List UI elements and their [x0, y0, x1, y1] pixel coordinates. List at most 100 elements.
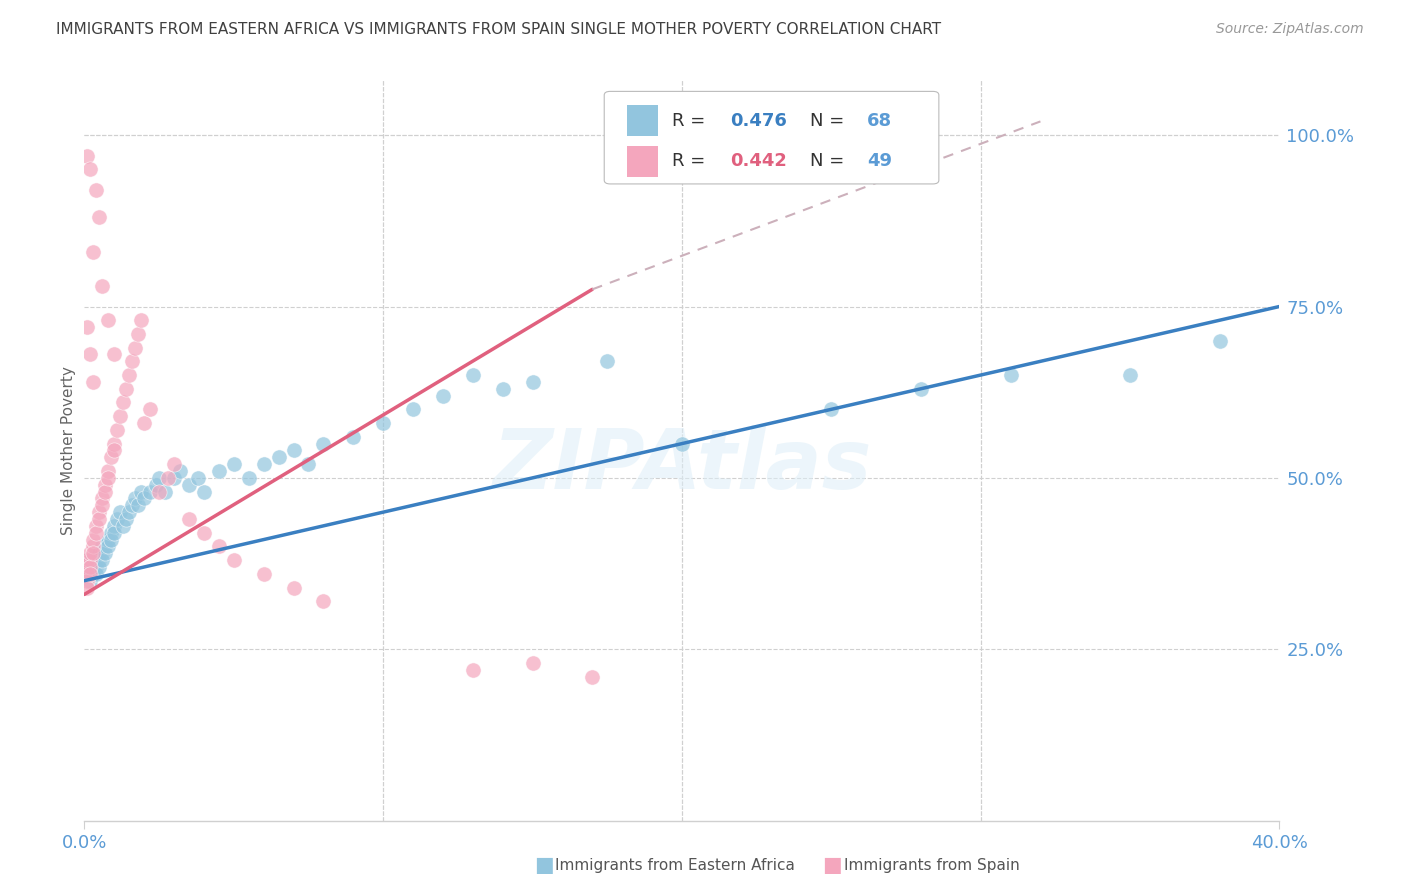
Point	[121, 498, 143, 512]
Point	[82, 560, 104, 574]
Text: Immigrants from Spain: Immigrants from Spain	[844, 858, 1019, 872]
Text: ■: ■	[534, 855, 554, 875]
Point	[76, 566, 98, 581]
Point	[97, 313, 120, 327]
Point	[76, 574, 98, 588]
Point	[103, 443, 125, 458]
Point	[596, 354, 619, 368]
Point	[297, 457, 319, 471]
Point	[82, 533, 104, 547]
Point	[86, 183, 108, 197]
Point	[100, 525, 122, 540]
Point	[100, 533, 122, 547]
Point	[127, 498, 149, 512]
Point	[91, 498, 114, 512]
Point	[94, 477, 117, 491]
Point	[132, 491, 156, 506]
Point	[163, 471, 186, 485]
Point	[91, 546, 114, 560]
Point	[86, 560, 108, 574]
Point	[103, 436, 125, 450]
Point	[139, 484, 162, 499]
Point	[1000, 368, 1022, 382]
Point	[100, 450, 122, 465]
Point	[79, 546, 101, 560]
Point	[91, 279, 114, 293]
Point	[97, 464, 120, 478]
Point	[208, 540, 231, 554]
Point	[129, 313, 152, 327]
Point	[82, 553, 104, 567]
Point	[157, 471, 180, 485]
Point	[91, 491, 114, 506]
Point	[145, 477, 167, 491]
Point	[127, 326, 149, 341]
Point	[103, 525, 125, 540]
Text: Immigrants from Eastern Africa: Immigrants from Eastern Africa	[555, 858, 796, 872]
Point	[461, 663, 484, 677]
Point	[76, 560, 98, 574]
Point	[82, 540, 104, 554]
Point	[89, 553, 111, 567]
Text: 49: 49	[868, 153, 893, 170]
Point	[522, 375, 544, 389]
Point	[222, 553, 245, 567]
Point	[193, 484, 215, 499]
Point	[103, 347, 125, 361]
Text: ■: ■	[823, 855, 842, 875]
Point	[91, 540, 114, 554]
Point	[82, 375, 104, 389]
Point	[110, 505, 132, 519]
Point	[91, 553, 114, 567]
Point	[163, 457, 186, 471]
Point	[97, 533, 120, 547]
Point	[76, 566, 98, 581]
Point	[187, 471, 209, 485]
Point	[492, 382, 515, 396]
Point	[581, 670, 603, 684]
Point	[253, 566, 276, 581]
Point	[177, 477, 200, 491]
Point	[86, 546, 108, 560]
Point	[79, 566, 101, 581]
Point	[124, 491, 146, 506]
Point	[118, 505, 141, 519]
Point	[86, 519, 108, 533]
Point	[139, 402, 162, 417]
Point	[153, 484, 176, 499]
Point	[89, 560, 111, 574]
Point	[79, 162, 101, 177]
Point	[79, 347, 101, 361]
Text: N =: N =	[810, 153, 849, 170]
Point	[76, 581, 98, 595]
Point	[76, 560, 98, 574]
Point	[89, 211, 111, 225]
Point	[267, 450, 290, 465]
Point	[82, 566, 104, 581]
Point	[118, 368, 141, 382]
Point	[671, 436, 693, 450]
Point	[373, 416, 395, 430]
Point	[94, 540, 117, 554]
FancyBboxPatch shape	[627, 146, 658, 177]
Point	[79, 574, 101, 588]
Point	[79, 553, 101, 567]
Point	[79, 566, 101, 581]
Point	[89, 512, 111, 526]
Text: R =: R =	[672, 112, 711, 129]
Point	[432, 389, 454, 403]
Point	[110, 409, 132, 424]
Point	[820, 402, 842, 417]
Point	[283, 581, 305, 595]
Point	[94, 546, 117, 560]
Point	[115, 382, 138, 396]
Point	[79, 560, 101, 574]
Point	[89, 505, 111, 519]
Point	[1119, 368, 1142, 382]
Text: ZIPAtlas: ZIPAtlas	[492, 425, 872, 506]
Text: 0.442: 0.442	[730, 153, 786, 170]
Text: 0.476: 0.476	[730, 112, 786, 129]
Point	[112, 395, 135, 409]
Point	[148, 484, 170, 499]
Point	[193, 525, 215, 540]
